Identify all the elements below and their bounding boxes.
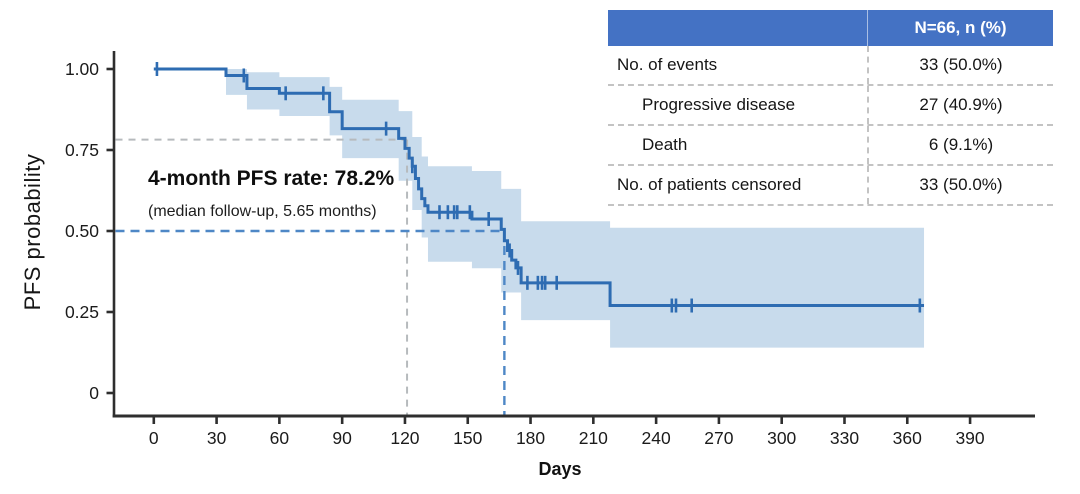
x-tick-label: 30: [207, 428, 227, 448]
row-value: 27 (40.9%): [867, 86, 1053, 124]
km-curve: [153, 67, 925, 308]
table-row: No. of patients censored 33 (50.0%): [608, 166, 1053, 206]
x-tick-label: 180: [516, 428, 545, 448]
row-label: Progressive disease: [642, 95, 796, 114]
x-tick-label: 390: [955, 428, 984, 448]
table-row: No. of events 33 (50.0%): [608, 46, 1053, 86]
x-tick-label: 60: [270, 428, 290, 448]
header-n-cell: N=66, n (%): [867, 10, 1053, 46]
pfs-rate-headline: 4-month PFS rate: 78.2%: [148, 167, 395, 190]
y-tick-label: 0.75: [65, 140, 99, 160]
y-axis-title: PFS probability: [20, 153, 45, 311]
median-followup-note: (median follow-up, 5.65 months): [148, 203, 377, 220]
x-tick-label: 0: [149, 428, 159, 448]
x-tick-label: 360: [893, 428, 922, 448]
row-value: 33 (50.0%): [867, 166, 1053, 204]
x-tick-label: 120: [390, 428, 419, 448]
header-empty-cell: [608, 10, 867, 46]
row-value: 6 (9.1%): [867, 126, 1053, 164]
row-label: No. of events: [617, 55, 718, 74]
table-row: Death 6 (9.1%): [608, 126, 1053, 166]
summary-table: N=66, n (%) No. of events 33 (50.0%) Pro…: [608, 10, 1053, 206]
row-value: 33 (50.0%): [867, 46, 1053, 84]
x-tick-label: 300: [767, 428, 796, 448]
row-label: Death: [642, 135, 688, 154]
x-axis-title: Days: [538, 459, 582, 479]
y-tick-label: 0.25: [65, 302, 99, 322]
y-tick-label: 1.00: [65, 59, 99, 79]
x-tick-label: 270: [704, 428, 733, 448]
y-tick-label: 0.50: [65, 221, 99, 241]
x-tick-label: 240: [642, 428, 671, 448]
x-tick-label: 330: [830, 428, 859, 448]
pfs-rate-annotation: 4-month PFS rate: 78.2% (median follow-u…: [148, 167, 394, 221]
row-label: No. of patients censored: [617, 175, 802, 194]
x-tick-label: 150: [453, 428, 482, 448]
summary-table-header: N=66, n (%): [608, 10, 1053, 46]
x-tick-label: 90: [332, 428, 352, 448]
table-row: Progressive disease 27 (40.9%): [608, 86, 1053, 126]
y-tick-label: 0: [89, 383, 99, 403]
x-tick-label: 210: [579, 428, 608, 448]
